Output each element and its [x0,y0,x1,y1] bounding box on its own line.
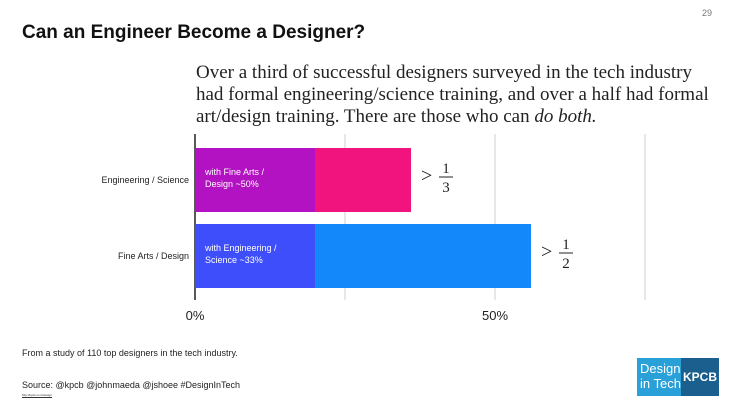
source-link[interactable]: http://kpcb.com/design [22,393,53,397]
annotation-numerator: 1 [562,237,570,253]
bar-inner-label: with Fine Arts / [204,167,265,177]
bar-remainder [315,148,411,212]
bar-inner-label: Science ~33% [205,255,263,265]
bar-inner-label: Design ~50% [205,179,259,189]
bar-overlap [195,148,315,212]
annotation-denominator: 2 [562,256,570,272]
bar-inner-label: with Engineering / [204,243,277,253]
subtitle-line-3-text: art/design training. There are those who… [196,106,535,127]
subtitle-line-2: had formal engineering/science training,… [196,84,709,105]
subtitle: Over a third of successful designers sur… [196,62,716,128]
page-number: 29 [701,8,712,18]
kpcb-logo: KPCB [681,358,719,396]
logo-line-2: in Tech [640,376,681,391]
design-in-tech-logo: Design in Tech [637,358,681,396]
annotation-symbol: > [541,241,552,263]
logo-line-1: Design [640,361,681,376]
slide-title: Can an Engineer Become a Designer? [22,22,366,43]
footnote: From a study of 110 top designers in the… [22,348,238,358]
annotation-denominator: 3 [442,180,450,196]
annotation-symbol: > [421,165,432,187]
subtitle-line-3: art/design training. There are those who… [196,106,716,128]
source-credit: Source: @kpcb @johnmaeda @jshoee #Design… [22,380,241,390]
annotation-numerator: 1 [442,161,450,177]
bar-overlap [195,224,315,288]
category-label: Engineering / Science [101,175,189,185]
x-tick-label: 50% [482,308,508,323]
x-tick-label: 0% [186,308,205,323]
category-label: Fine Arts / Design [118,251,189,261]
subtitle-line-1: Over a third of successful designers sur… [196,62,692,83]
bar-remainder [315,224,531,288]
subtitle-emphasis: do both. [534,106,597,127]
